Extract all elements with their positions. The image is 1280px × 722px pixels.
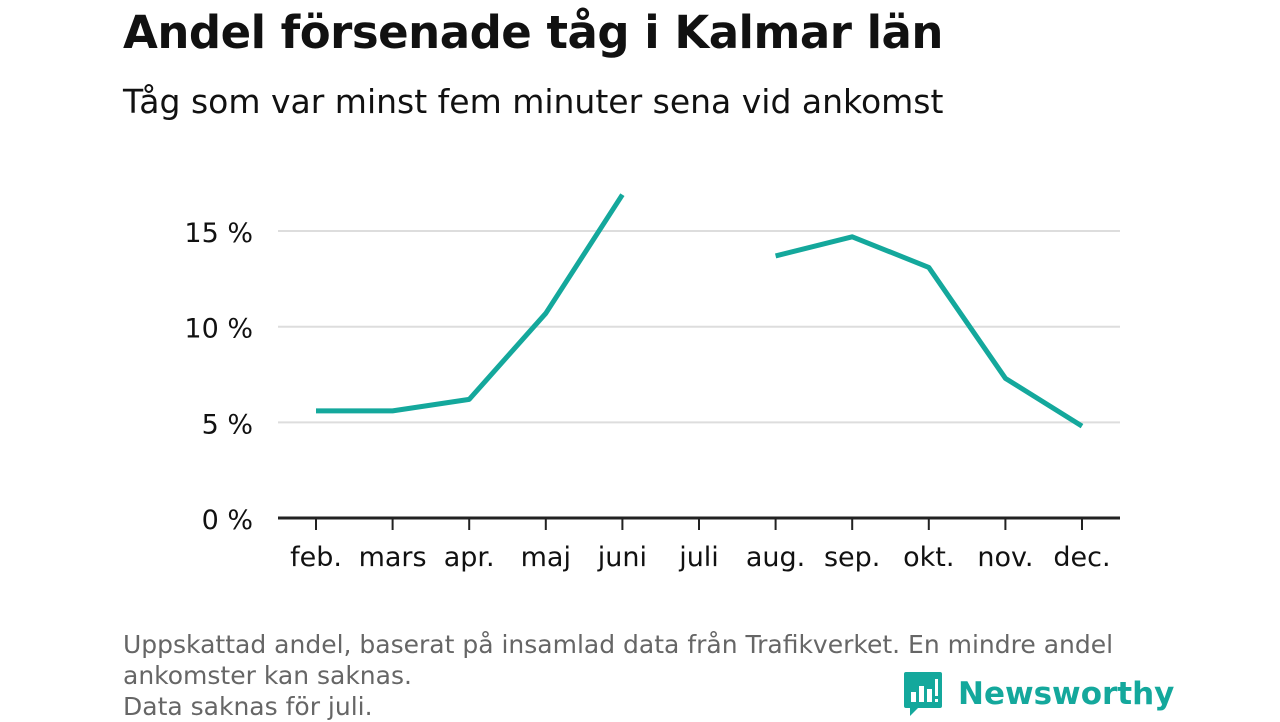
series-delayed-share (316, 193, 1084, 429)
series-line-segment (774, 234, 1084, 429)
series-line-segment (316, 193, 625, 414)
x-tick-label: nov. (977, 542, 1033, 573)
newsworthy-logo: Newsworthy (902, 670, 1174, 718)
footnote-line-1: Uppskattad andel, baserat på insamlad da… (123, 630, 1114, 659)
x-tick-label: juni (597, 542, 647, 573)
x-tick-label: mars (359, 542, 427, 573)
y-axis-labels: 0 % 5 % 10 % 15 % (184, 218, 253, 536)
x-tick-label: okt. (903, 542, 954, 573)
x-tick-label: maj (521, 542, 571, 573)
grid-lines (278, 230, 1120, 424)
y-tick-label: 15 % (184, 218, 253, 249)
logo-text: Newsworthy (958, 676, 1175, 712)
x-tick-label: feb. (290, 542, 342, 573)
x-tick-label: sep. (824, 542, 880, 573)
x-tick-label: juli (678, 542, 719, 573)
footnote: Uppskattad andel, baserat på insamlad da… (123, 629, 1163, 722)
chart-title: Andel försenade tåg i Kalmar län (123, 6, 943, 59)
y-tick-label: 10 % (184, 314, 253, 345)
x-tick-label: aug. (746, 542, 805, 573)
bar-chart-speech-bubble-icon (904, 672, 942, 716)
footnote-line-2: ankomster kan saknas. (123, 661, 412, 690)
x-tick-label: apr. (444, 542, 495, 573)
x-axis (278, 516, 1120, 530)
x-axis-labels: feb. mars apr. maj juni juli aug. sep. okt. nov. d… (290, 542, 1111, 573)
y-tick-label: 0 % (202, 505, 253, 536)
chart-subtitle: Tåg som var minst fem minuter sena vid a… (123, 82, 944, 121)
y-tick-label: 5 % (202, 409, 253, 440)
line-chart: 0 % 5 % 10 % 15 % feb. mars apr. maj juni juli au… (184, 193, 1120, 573)
x-tick-label: dec. (1053, 542, 1110, 573)
footnote-line-3: Data saknas för juli. (123, 692, 373, 721)
